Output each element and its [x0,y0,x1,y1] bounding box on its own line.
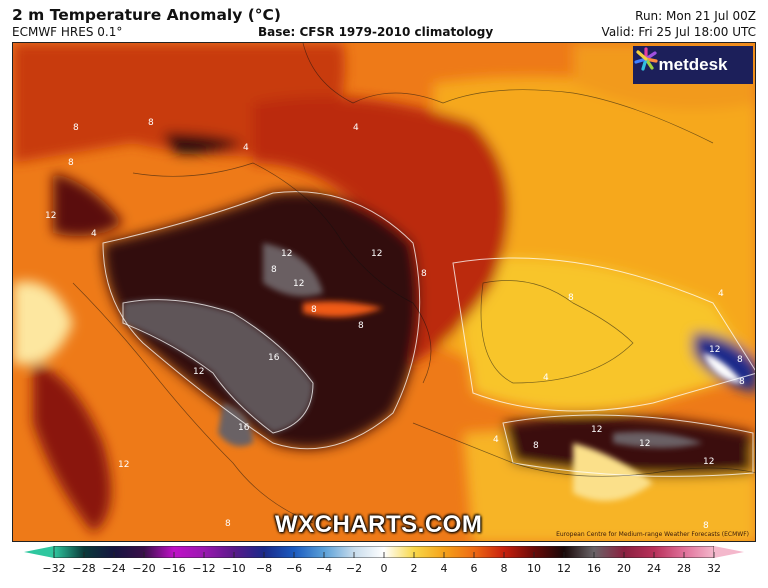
colorbar-tick-label: 0 [380,562,388,575]
contour-label: 4 [543,373,549,383]
colorbar-tick-label: 12 [557,562,571,575]
colorbar-tick-label: −8 [255,562,273,575]
ecmwf-attribution: European Centre for Medium-range Weather… [556,531,749,538]
colorbar-tick-label: 16 [587,562,601,575]
colorbar-tick-label: 10 [527,562,541,575]
contour-label: 12 [281,249,293,259]
contour-label: 8 [271,265,277,275]
contour-label: 8 [568,293,574,303]
contour-label: 12 [703,457,715,467]
metdesk-asterisk-icon [634,47,658,71]
colorbar-tick-label: −2 [345,562,363,575]
valid-label: Valid: Fri 25 Jul 18:00 UTC [601,25,756,39]
contour-label: 16 [268,353,280,363]
contour-label: 4 [91,229,97,239]
colorbar-tick-label: −24 [102,562,126,575]
colorbar [24,546,744,558]
contour-label: 4 [493,435,499,445]
colorbar-tick-label: 6 [470,562,478,575]
colorbar-tick-label: −16 [162,562,186,575]
wxcharts-watermark: WXCHARTS.COM [275,511,483,538]
colorbar-tick-label: 8 [500,562,508,575]
contour-label: 8 [68,158,74,168]
contour-label: 12 [591,425,603,435]
contour-label: 12 [293,279,305,289]
temperature-anomaly-map: 8 8 8 12 4 12 12 8 12 8 8 16 12 16 12 8 … [12,42,756,542]
colorbar-tick-label: −6 [285,562,303,575]
contour-label: 12 [639,439,651,449]
map-title: 2 m Temperature Anomaly (°C) [12,6,282,24]
model-label: ECMWF HRES 0.1° [12,25,123,39]
contour-label: 12 [193,367,205,377]
run-label: Run: Mon 21 Jul 00Z [635,9,756,23]
contour-label: 8 [739,377,745,387]
colorbar-max-arrow [714,546,744,558]
colorbar-tick-label: 32 [707,562,721,575]
contour-label: 8 [148,118,154,128]
metdesk-logo: metdesk [633,46,753,84]
contour-label: 4 [353,123,359,133]
contour-label: 8 [421,269,427,279]
colorbar-tick-label: −12 [192,562,216,575]
contour-label: 8 [73,123,79,133]
anomaly-field [13,43,755,541]
colorbar-tick-label: 2 [410,562,418,575]
contour-label: 8 [225,519,231,529]
colorbar-min-arrow [24,546,54,558]
colorbar-tick-label: 4 [440,562,448,575]
contour-label: 12 [709,345,721,355]
colorbar-tick-label: −20 [132,562,156,575]
contour-label: 16 [238,423,250,433]
contour-label: 8 [703,521,709,531]
colorbar-tick-label: 24 [647,562,661,575]
colorbar-tick-label: −10 [222,562,246,575]
colorbar-tick-label: −4 [315,562,333,575]
colorbar-tick-label: −28 [72,562,96,575]
contour-label: 12 [45,211,57,221]
contour-label: 4 [243,143,249,153]
contour-label: 12 [118,460,130,470]
contour-label: 8 [311,305,317,315]
metdesk-logo-text: metdesk [658,55,728,74]
contour-label: 8 [358,321,364,331]
contour-label: 8 [533,441,539,451]
base-label: Base: CFSR 1979-2010 climatology [258,25,494,39]
contour-label: 4 [718,289,724,299]
contour-label: 8 [737,355,743,365]
colorbar-tick-label: −32 [42,562,66,575]
colorbar-tick-label: 20 [617,562,631,575]
contour-label: 12 [371,249,383,259]
colorbar-tick-label: 28 [677,562,691,575]
